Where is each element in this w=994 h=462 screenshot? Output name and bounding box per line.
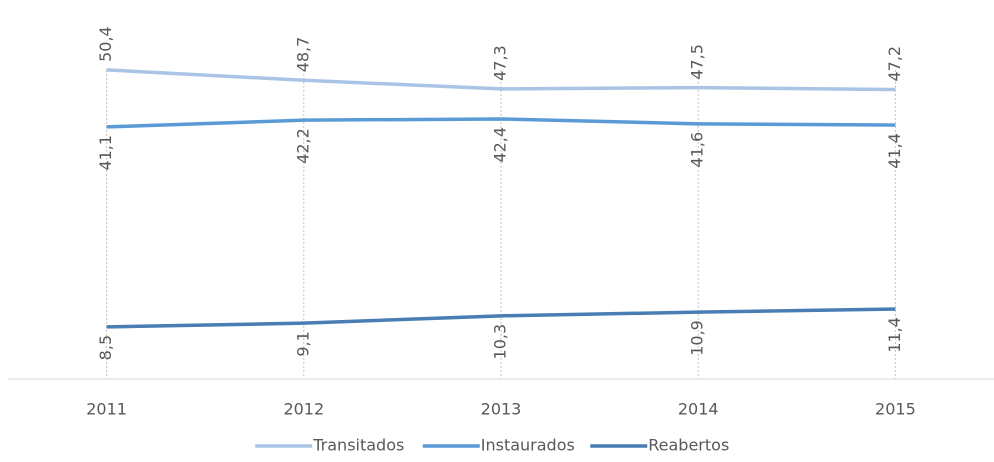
x-tick-label: 2015 bbox=[875, 400, 916, 419]
data-label: 8,5 bbox=[96, 335, 115, 360]
data-label: 41,4 bbox=[885, 133, 904, 169]
x-tick-label: 2014 bbox=[678, 400, 719, 419]
series-line bbox=[106, 307, 896, 329]
data-label: 10,9 bbox=[688, 320, 707, 356]
data-label: 10,3 bbox=[491, 324, 510, 360]
series-line bbox=[106, 117, 896, 129]
data-label: 47,5 bbox=[688, 44, 707, 80]
series-line bbox=[106, 68, 896, 92]
data-label: 50,4 bbox=[96, 26, 115, 62]
x-tick-label: 2013 bbox=[481, 400, 522, 419]
data-label: 47,2 bbox=[885, 46, 904, 82]
data-label: 47,3 bbox=[491, 45, 510, 81]
legend-label: Transitados bbox=[312, 436, 404, 455]
data-label: 9,1 bbox=[293, 331, 312, 356]
x-tick-label: 2011 bbox=[86, 400, 127, 419]
data-label: 42,2 bbox=[293, 128, 312, 164]
x-tick-label: 2012 bbox=[283, 400, 324, 419]
data-label: 11,4 bbox=[885, 317, 904, 353]
data-label: 41,1 bbox=[96, 135, 115, 171]
legend-label: Reabertos bbox=[648, 436, 729, 455]
data-label: 48,7 bbox=[293, 37, 312, 73]
data-label: 41,6 bbox=[688, 132, 707, 168]
data-label: 42,4 bbox=[491, 127, 510, 163]
legend-label: Instaurados bbox=[481, 436, 575, 455]
